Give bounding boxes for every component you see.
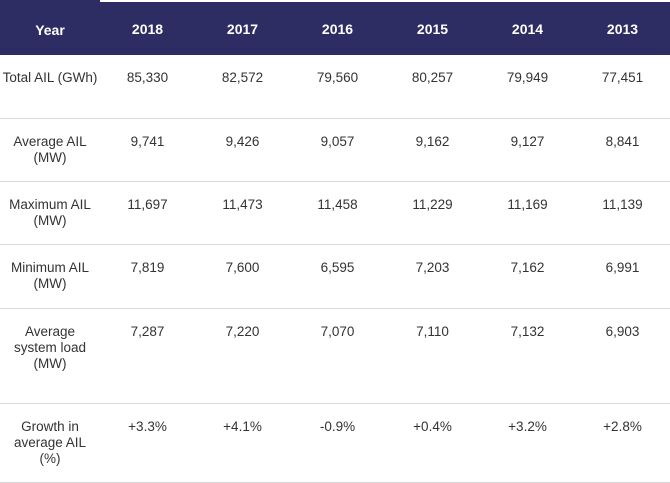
table-cell: 7,287 — [100, 308, 195, 404]
table-cell: +2.8% — [575, 403, 670, 483]
header-year: 2015 — [385, 2, 480, 55]
table-cell: +0.4% — [385, 403, 480, 483]
table-cell: 7,600 — [195, 244, 290, 309]
table-cell: -0.9% — [290, 403, 385, 483]
table-cell: 79,949 — [480, 55, 575, 119]
table-row: Total AIL (GWh) 85,330 82,572 79,560 80,… — [0, 55, 670, 119]
table-cell: 7,070 — [290, 308, 385, 404]
table-cell: 11,229 — [385, 181, 480, 245]
table-cell: 80,257 — [385, 55, 480, 119]
row-label: Total AIL (GWh) — [0, 55, 100, 119]
header-row: Year 2018 2017 2016 2015 2014 2013 — [0, 0, 670, 55]
row-label: Growth in average AIL (%) — [0, 403, 100, 483]
table-cell: 6,991 — [575, 244, 670, 309]
table-cell: 9,426 — [195, 118, 290, 182]
row-label: Average system load (MW) — [0, 308, 100, 404]
table-cell: 8,841 — [575, 118, 670, 182]
row-label: Average AIL (MW) — [0, 118, 100, 182]
table-cell: 11,169 — [480, 181, 575, 245]
table-cell: 7,162 — [480, 244, 575, 309]
table-cell: 11,139 — [575, 181, 670, 245]
table-cell: 6,903 — [575, 308, 670, 404]
header-year: 2014 — [480, 2, 575, 55]
table-cell: 7,203 — [385, 244, 480, 309]
table-cell: 9,057 — [290, 118, 385, 182]
table-cell: +4.1% — [195, 403, 290, 483]
table-row: Average system load (MW) 7,287 7,220 7,0… — [0, 308, 670, 404]
row-label: Maximum AIL (MW) — [0, 181, 100, 245]
table-cell: 7,132 — [480, 308, 575, 404]
table-cell: 9,127 — [480, 118, 575, 182]
header-year: 2018 — [100, 2, 195, 55]
row-label: Minimum AIL (MW) — [0, 244, 100, 309]
table-cell: 77,451 — [575, 55, 670, 119]
table-cell: 7,110 — [385, 308, 480, 404]
table-cell: 6,595 — [290, 244, 385, 309]
header-year: 2016 — [290, 2, 385, 55]
table-cell: 11,473 — [195, 181, 290, 245]
table-row: Average AIL (MW) 9,741 9,426 9,057 9,162… — [0, 118, 670, 182]
table-cell: 82,572 — [195, 55, 290, 119]
table-cell: 79,560 — [290, 55, 385, 119]
header-year-label: Year — [0, 0, 100, 55]
table-cell: +3.2% — [480, 403, 575, 483]
table-cell: +3.3% — [100, 403, 195, 483]
table-cell: 7,819 — [100, 244, 195, 309]
table-cell: 11,697 — [100, 181, 195, 245]
header-year: 2017 — [195, 2, 290, 55]
table-cell: 9,162 — [385, 118, 480, 182]
table-row: Growth in average AIL (%) +3.3% +4.1% -0… — [0, 403, 670, 483]
table-cell: 7,220 — [195, 308, 290, 404]
table-cell: 85,330 — [100, 55, 195, 119]
table-row: Minimum AIL (MW) 7,819 7,600 6,595 7,203… — [0, 244, 670, 309]
header-year: 2013 — [575, 2, 670, 55]
table-row: Maximum AIL (MW) 11,697 11,473 11,458 11… — [0, 181, 670, 245]
table-cell: 9,741 — [100, 118, 195, 182]
table-cell: 11,458 — [290, 181, 385, 245]
